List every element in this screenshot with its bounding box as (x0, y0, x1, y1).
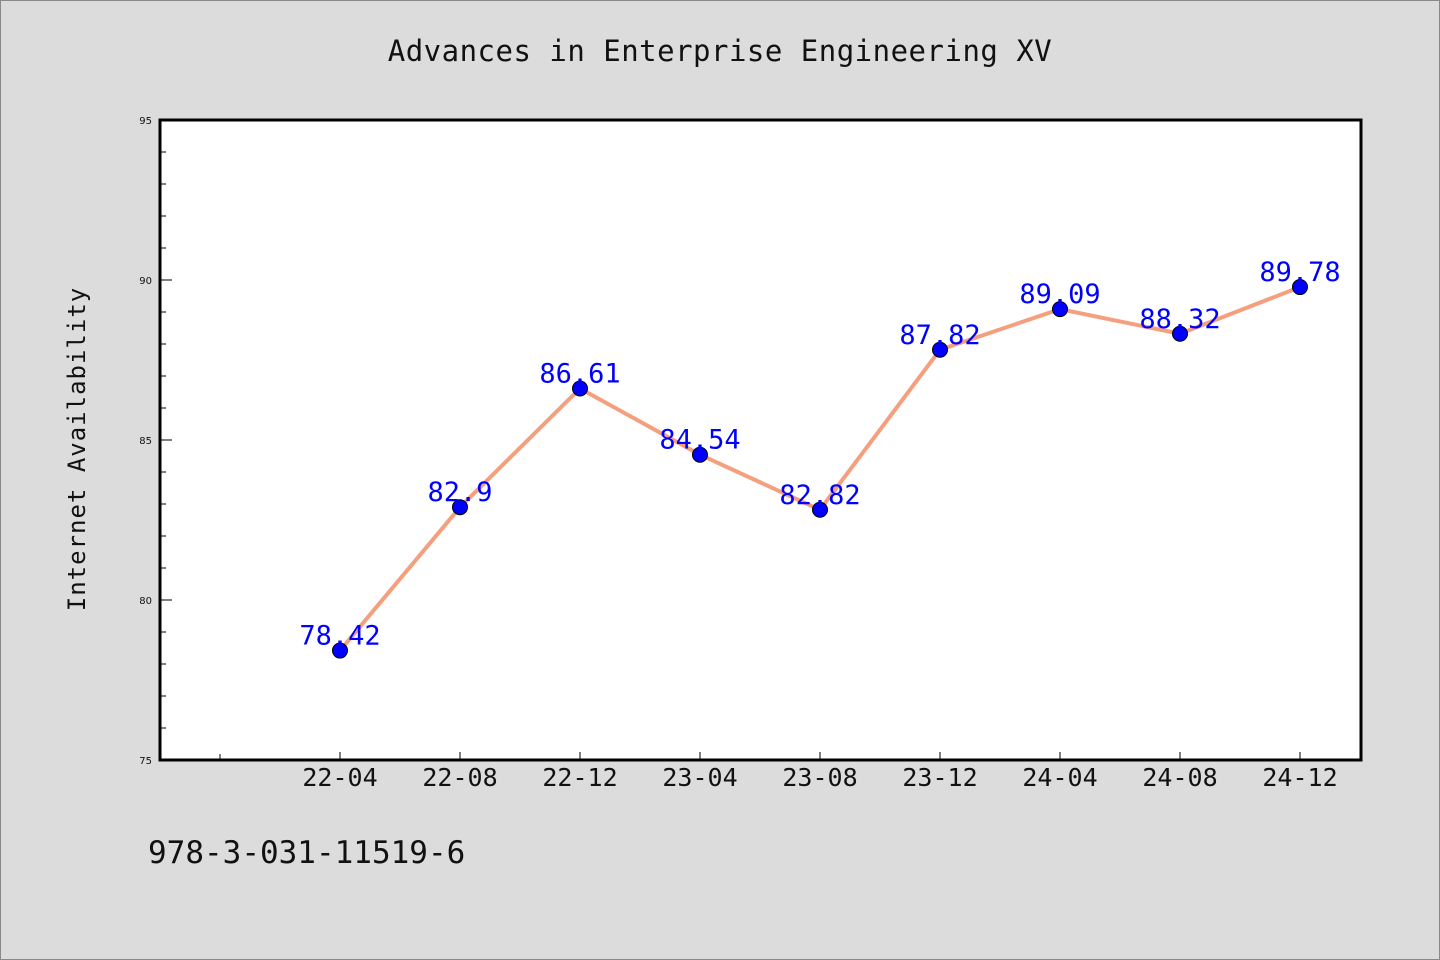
data-point (1292, 279, 1308, 296)
data-point (572, 380, 588, 397)
data-label: 89.09 (1019, 279, 1100, 310)
y-tick-label: 80 (139, 596, 152, 607)
y-tick-label: 95 (139, 116, 152, 127)
x-tick-label: 24-04 (1022, 763, 1097, 792)
x-tick-label: 23-08 (782, 763, 857, 792)
chart-title: Advances in Enterprise Engineering XV (387, 34, 1053, 68)
y-tick-label: 75 (139, 756, 152, 767)
data-point (332, 642, 348, 659)
data-label: 82.9 (427, 477, 492, 508)
x-tick-label: 23-04 (662, 763, 737, 792)
x-tick-label: 22-12 (542, 763, 617, 792)
data-label: 86.61 (539, 358, 620, 389)
data-label: 87.82 (899, 320, 980, 351)
y-tick-label: 90 (139, 276, 152, 287)
x-tick-label: 23-12 (902, 763, 977, 792)
data-label: 78.42 (299, 621, 380, 652)
footer-isbn: 978-3-031-11519-6 (148, 835, 466, 871)
x-tick-label: 22-08 (422, 763, 497, 792)
y-tick-label: 85 (139, 436, 152, 447)
data-label: 84.54 (659, 425, 740, 456)
data-label: 89.78 (1259, 257, 1340, 288)
x-tick-label: 24-12 (1262, 763, 1337, 792)
data-label: 82.82 (779, 480, 860, 511)
data-label: 88.32 (1139, 304, 1220, 335)
x-tick-label: 24-08 (1142, 763, 1217, 792)
x-tick-label: 22-04 (302, 763, 377, 792)
data-point (1172, 325, 1188, 342)
data-point (932, 341, 948, 358)
data-point (452, 499, 468, 516)
data-point (692, 446, 708, 463)
plot-area (160, 120, 1361, 760)
data-point (1052, 301, 1068, 318)
plot-frame (158, 118, 1363, 762)
data-point (812, 501, 828, 518)
